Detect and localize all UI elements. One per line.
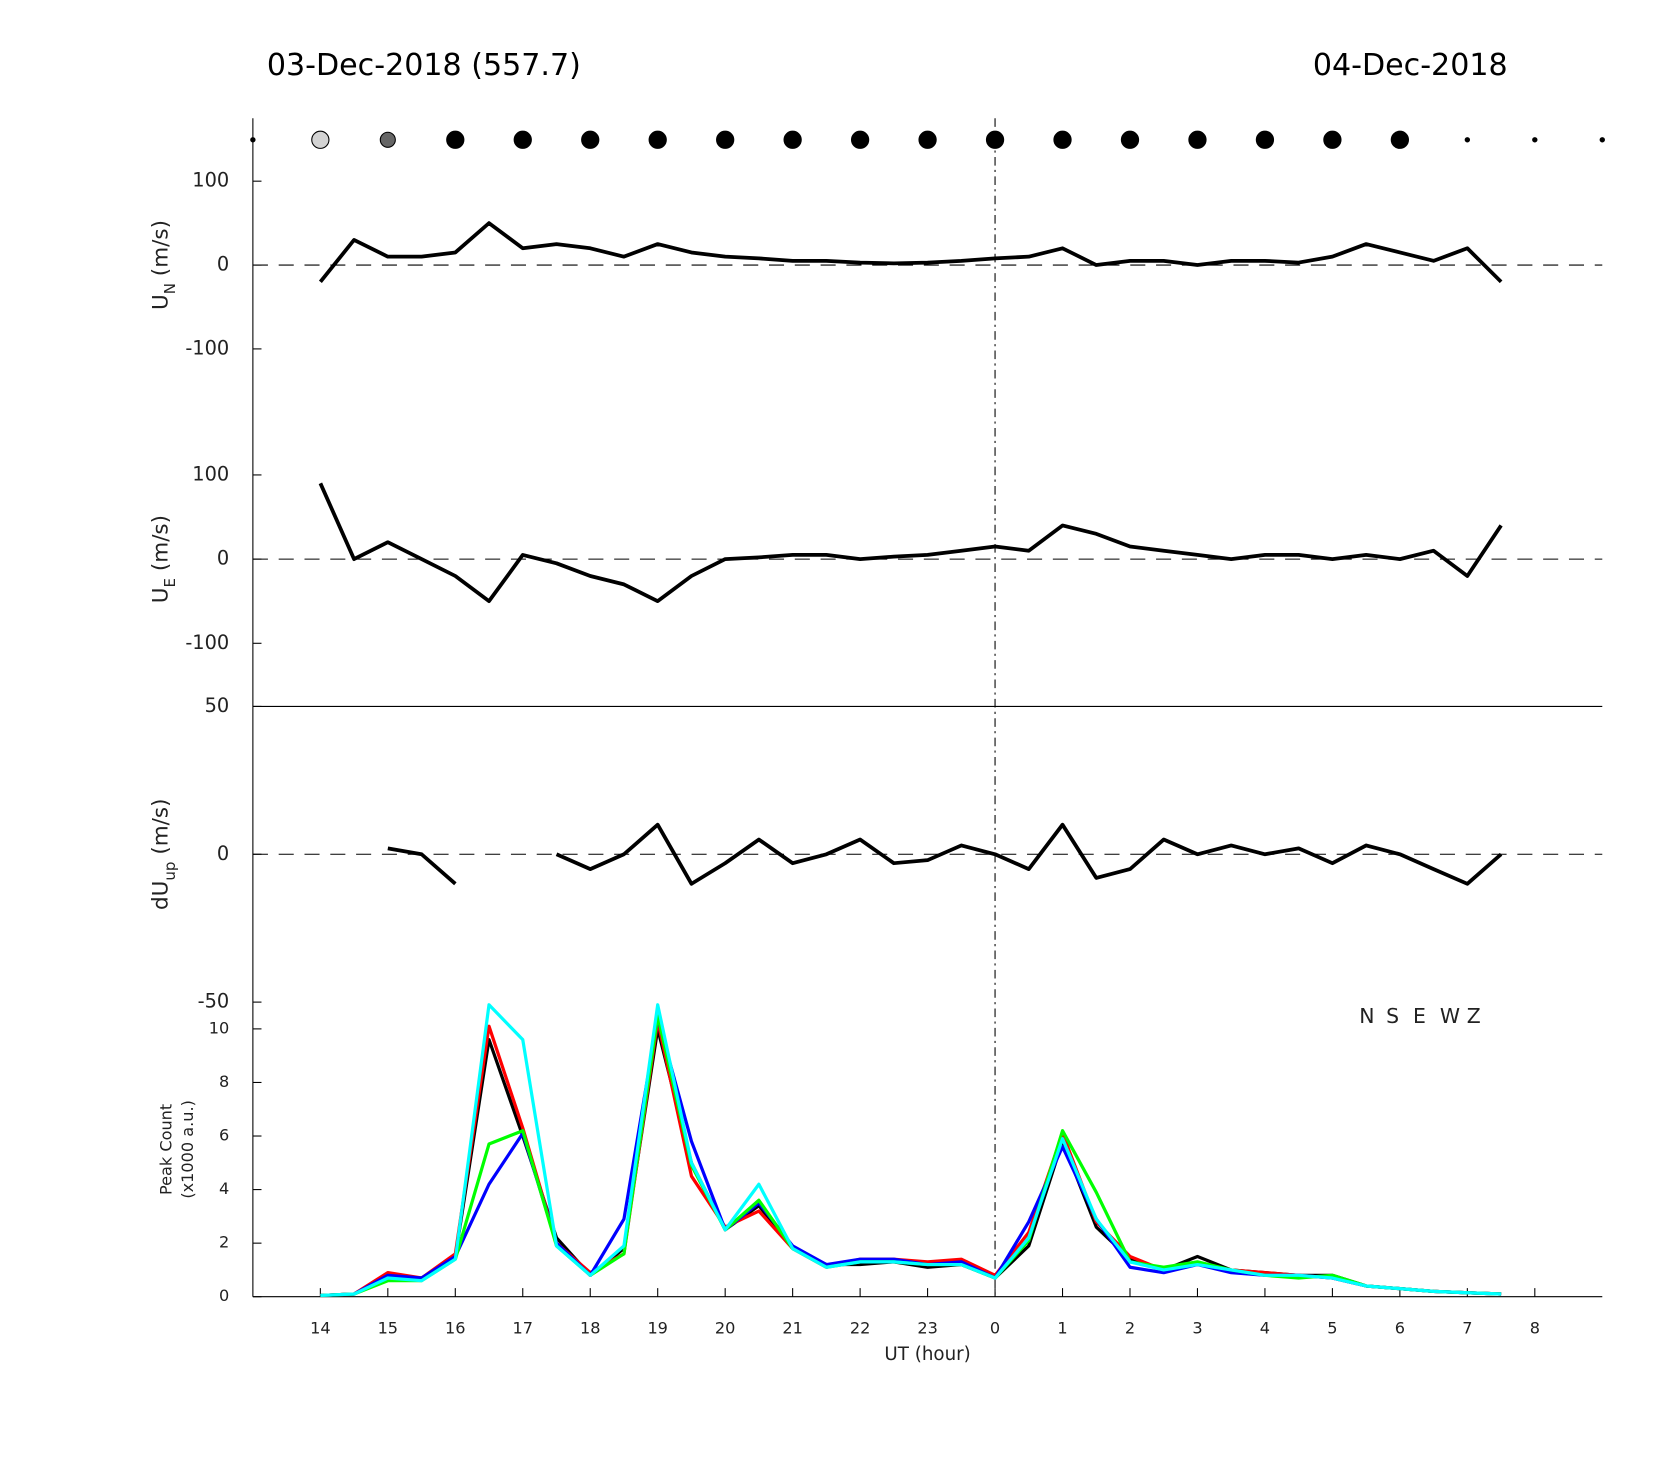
x-tick-label: 1 xyxy=(1057,1318,1067,1337)
x-tick-label: 16 xyxy=(445,1318,466,1337)
x-tick-label: 4 xyxy=(1260,1318,1270,1337)
dot xyxy=(446,130,465,149)
dot xyxy=(1599,137,1605,143)
dot xyxy=(513,130,532,149)
y-tick-label: 6 xyxy=(219,1126,229,1145)
y-label-main: U xyxy=(148,294,173,310)
x-tick-label: 17 xyxy=(513,1318,534,1337)
y-label-unit: (m/s) xyxy=(148,220,173,283)
y-tick-label: 0 xyxy=(217,842,229,865)
data-line xyxy=(318,482,1503,604)
dot xyxy=(1390,130,1410,149)
x-tick-label: 19 xyxy=(647,1318,668,1337)
y-label-unit: (m/s) xyxy=(148,515,173,578)
dot xyxy=(379,131,396,148)
x-tick-label: 5 xyxy=(1327,1318,1337,1337)
dot xyxy=(250,137,256,143)
x-tick-label: 0 xyxy=(990,1318,1000,1337)
dot xyxy=(716,130,735,149)
x-tick-label: 23 xyxy=(917,1318,938,1337)
y-tick-label: 2 xyxy=(219,1233,229,1252)
dot xyxy=(648,130,667,149)
y-axis-label: UN (m/s) xyxy=(148,220,178,310)
dot xyxy=(1532,137,1538,143)
y-label-unit: (m/s) xyxy=(148,799,173,862)
x-tick-label: 3 xyxy=(1192,1318,1202,1337)
data-line xyxy=(320,1003,1502,1298)
dot xyxy=(1053,130,1072,149)
x-tick-label: 18 xyxy=(580,1318,601,1337)
legend-entry: S xyxy=(1386,1004,1399,1028)
y-label-main: dU xyxy=(148,881,173,910)
y-tick-label: 10 xyxy=(209,1018,230,1037)
data-line xyxy=(387,822,1503,886)
title-right: 04-Dec-2018 xyxy=(1313,48,1508,83)
y-axis-label: Peak Count xyxy=(156,1104,175,1195)
x-axis-label: UT (hour) xyxy=(884,1344,970,1365)
x-tick-label: 21 xyxy=(782,1318,803,1337)
y-tick-label: 100 xyxy=(192,462,229,485)
legend-entry: E xyxy=(1413,1004,1426,1028)
y-tick-label: 0 xyxy=(217,547,229,570)
x-tick-label: 20 xyxy=(715,1318,736,1337)
y-tick-label: 4 xyxy=(219,1179,229,1198)
dot xyxy=(581,130,600,149)
data-line xyxy=(320,1027,1502,1298)
x-tick-label: 14 xyxy=(310,1318,331,1337)
dot xyxy=(783,130,802,149)
y-tick-label: 50 xyxy=(205,694,230,717)
y-axis-label: UE (m/s) xyxy=(148,515,178,603)
x-tick-label: 7 xyxy=(1462,1318,1472,1337)
y-label-main: U xyxy=(148,587,173,603)
y-label-sub: up xyxy=(161,862,179,881)
dot xyxy=(850,130,870,149)
dot xyxy=(918,130,937,149)
dot xyxy=(1464,137,1471,143)
y-tick-label: -50 xyxy=(198,990,230,1013)
y-axis-label: dUup (m/s) xyxy=(148,799,178,910)
title-left: 03-Dec-2018 (557.7) xyxy=(267,48,581,83)
legend-entry: N xyxy=(1359,1004,1374,1028)
x-tick-label: 6 xyxy=(1395,1318,1405,1337)
y-tick-label: -100 xyxy=(185,631,229,654)
dot xyxy=(311,130,330,149)
data-line xyxy=(320,1013,1502,1298)
dot xyxy=(1188,130,1207,149)
y-label-sub: E xyxy=(161,578,179,588)
dot xyxy=(1255,130,1275,149)
y-axis-label: (x1000 a.u.) xyxy=(178,1100,197,1199)
x-tick-label: 22 xyxy=(850,1318,871,1337)
y-label-sub: N xyxy=(161,283,179,294)
y-tick-label: 0 xyxy=(217,253,229,276)
data-line xyxy=(318,221,1503,284)
legend-entry: W xyxy=(1440,1004,1460,1028)
x-tick-label: 2 xyxy=(1125,1318,1135,1337)
dot xyxy=(1120,130,1140,149)
y-tick-label: 8 xyxy=(219,1072,229,1091)
x-tick-label: 8 xyxy=(1530,1318,1540,1337)
y-tick-label: 100 xyxy=(192,169,229,192)
y-tick-label: 0 xyxy=(219,1286,229,1305)
y-tick-label: -100 xyxy=(185,336,229,359)
x-tick-label: 15 xyxy=(378,1318,399,1337)
dot xyxy=(1323,130,1342,149)
legend-entry: Z xyxy=(1467,1004,1481,1028)
